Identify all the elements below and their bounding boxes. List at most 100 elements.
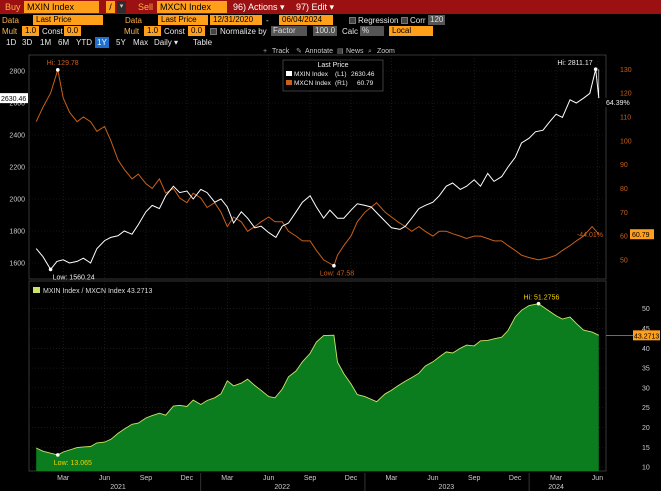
const2-label: Const <box>164 27 185 36</box>
annotation-layer: Hi: 2811.17 Low: 1560.24 Hi: 129.78 Low: 47… <box>0 60 660 467</box>
ratio-line <box>36 303 599 456</box>
security1-input[interactable]: MXIN Index <box>24 1 99 13</box>
normalize-checkbox[interactable] <box>210 28 217 35</box>
const-field[interactable]: 0.0 <box>64 26 82 36</box>
period-max[interactable]: Max <box>133 38 149 47</box>
right-axis-tick: 110 <box>620 114 631 121</box>
frequency-dropdown[interactable]: Daily ▾ <box>154 38 179 47</box>
low-marker <box>48 267 53 272</box>
const-label: Const <box>42 27 63 36</box>
date-dash: - <box>266 16 269 25</box>
end-date-field[interactable]: 06/04/2024 <box>279 15 333 25</box>
right-current-box <box>630 229 654 240</box>
mxcn-hi-label: Hi: 129.78 <box>47 60 79 67</box>
period-6m[interactable]: 6M <box>58 38 70 47</box>
period-selector: 1D 3D 1M 6M YTD 1Y 5Y Max Daily ▾ Table <box>0 37 661 48</box>
x-tick-month: Sep <box>304 475 317 482</box>
bottom-axis-tick: 50 <box>642 306 650 313</box>
period-3d[interactable]: 3D <box>22 38 33 47</box>
mxin-low-label: Low: 1560.24 <box>53 274 95 281</box>
period-1m[interactable]: 1M <box>40 38 52 47</box>
legend-name-mxin: MXIN Index <box>294 71 329 78</box>
const2-field[interactable]: 0.0 <box>188 26 206 36</box>
mult-label: Mult <box>2 27 18 36</box>
ratio-hi-label: Hi: 51.2756 <box>524 295 560 302</box>
mxin-line <box>35 69 600 271</box>
track-icon[interactable]: + <box>263 48 267 55</box>
bottom-current-value: 43.2713 <box>634 333 659 340</box>
legend-box <box>282 59 384 92</box>
table-button[interactable]: Table <box>193 38 213 47</box>
x-tick-month: Dec <box>181 475 194 482</box>
top-legend: Last Price MXIN Index (L1) 2630.46 MXCN … <box>282 59 384 92</box>
price-lines-layer <box>35 69 600 271</box>
chart-frame: + Track ✎ Annotate ▤ News ⌕ Zoom Mar Jun S… <box>0 47 661 491</box>
regression-label: Regression <box>358 16 399 25</box>
news-button[interactable]: News <box>346 48 364 55</box>
ratio-area <box>36 303 599 471</box>
x-tick-year: 2024 <box>548 484 564 491</box>
right-axis-tick: 50 <box>620 257 628 264</box>
start-date-field[interactable]: 12/31/2020 <box>210 15 262 25</box>
zoom-icon[interactable]: ⌕ <box>368 48 372 55</box>
security2-input[interactable]: MXCN Index <box>157 1 227 13</box>
mult-field[interactable]: 1.0 <box>22 26 40 36</box>
ratio-separator: / <box>106 1 115 13</box>
period-5y[interactable]: 5Y <box>116 38 126 47</box>
low-marker <box>55 453 60 457</box>
local-select[interactable]: Local <box>389 26 433 36</box>
period-ytd[interactable]: YTD <box>76 38 92 47</box>
calc-label: Calc <box>342 27 359 36</box>
news-icon[interactable]: ▤ <box>337 48 344 55</box>
bottom-legend: MXIN Index / MXCN Index 43.2713 <box>33 287 152 295</box>
x-tick-month: Sep <box>140 475 153 482</box>
right-axis-tick: 120 <box>620 91 632 98</box>
normalize-label: Normalize by <box>220 27 267 36</box>
period-1y[interactable]: 1Y <box>95 37 109 48</box>
x-tick-month: Jun <box>99 475 110 482</box>
legend-title: Last Price <box>317 62 348 69</box>
mxcn-low-label: Low: 47.58 <box>320 271 354 278</box>
zoom-button[interactable]: Zoom <box>377 48 395 55</box>
data-field[interactable]: Last Price <box>33 15 103 25</box>
mxin-hi-label: Hi: 2811.17 <box>557 60 592 67</box>
right-axis-tick: 100 <box>620 138 632 145</box>
security1-dropdown[interactable]: ▾ <box>117 1 126 13</box>
right-current-value: 60.79 <box>632 232 650 239</box>
x-tick-month: Dec <box>509 475 522 482</box>
bottom-axis-tick: 25 <box>642 405 650 412</box>
data2-label: Data <box>125 16 142 25</box>
left-axis-tick: 1800 <box>9 229 25 236</box>
left-axis-tick: 2400 <box>9 133 25 140</box>
left-axis-tick: 2600 <box>9 101 25 108</box>
corr-value[interactable]: 120 <box>428 15 446 25</box>
edit-menu[interactable]: 97) Edit ▾ <box>296 2 335 12</box>
mult2-field[interactable]: 1.0 <box>144 26 162 36</box>
axes-layer: Mar Jun Sep Dec Mar Jun Sep Dec Mar Jun Sep Dec Mar J… <box>9 67 650 491</box>
low-marker <box>332 263 336 268</box>
mxcn-line <box>35 69 600 267</box>
ratio-low-label: Low: 13.065 <box>54 460 92 467</box>
regression-checkbox[interactable] <box>349 17 356 24</box>
annotate-icon[interactable]: ✎ <box>296 48 302 55</box>
x-tick-month: Mar <box>57 475 70 482</box>
data2-field[interactable]: Last Price <box>158 15 208 25</box>
corr-checkbox[interactable] <box>401 17 408 24</box>
bottom-axis-tick: 10 <box>642 465 650 472</box>
normalize-select[interactable]: Factor <box>271 26 307 36</box>
bottom-axis-tick: 20 <box>642 425 650 432</box>
normalize-value[interactable]: 100.0 <box>313 26 338 36</box>
left-axis-tick: 2000 <box>9 197 25 204</box>
buy-label: Buy <box>5 2 21 12</box>
period-1d[interactable]: 1D <box>6 38 17 47</box>
chart-svg: + Track ✎ Annotate ▤ News ⌕ Zoom Mar Jun S… <box>0 48 660 491</box>
bottom-axis-tick: 35 <box>642 366 650 373</box>
chart-toolbar: + Track ✎ Annotate ▤ News ⌕ Zoom <box>263 48 395 55</box>
legend-axis-mxcn: (R1) <box>335 80 348 87</box>
left-current-box <box>0 93 28 104</box>
actions-menu[interactable]: 96) Actions ▾ <box>233 2 285 12</box>
annotate-button[interactable]: Annotate <box>305 48 333 55</box>
x-tick-month: Mar <box>550 475 563 482</box>
track-button[interactable]: Track <box>272 48 290 55</box>
calc-select[interactable]: % <box>360 26 384 36</box>
